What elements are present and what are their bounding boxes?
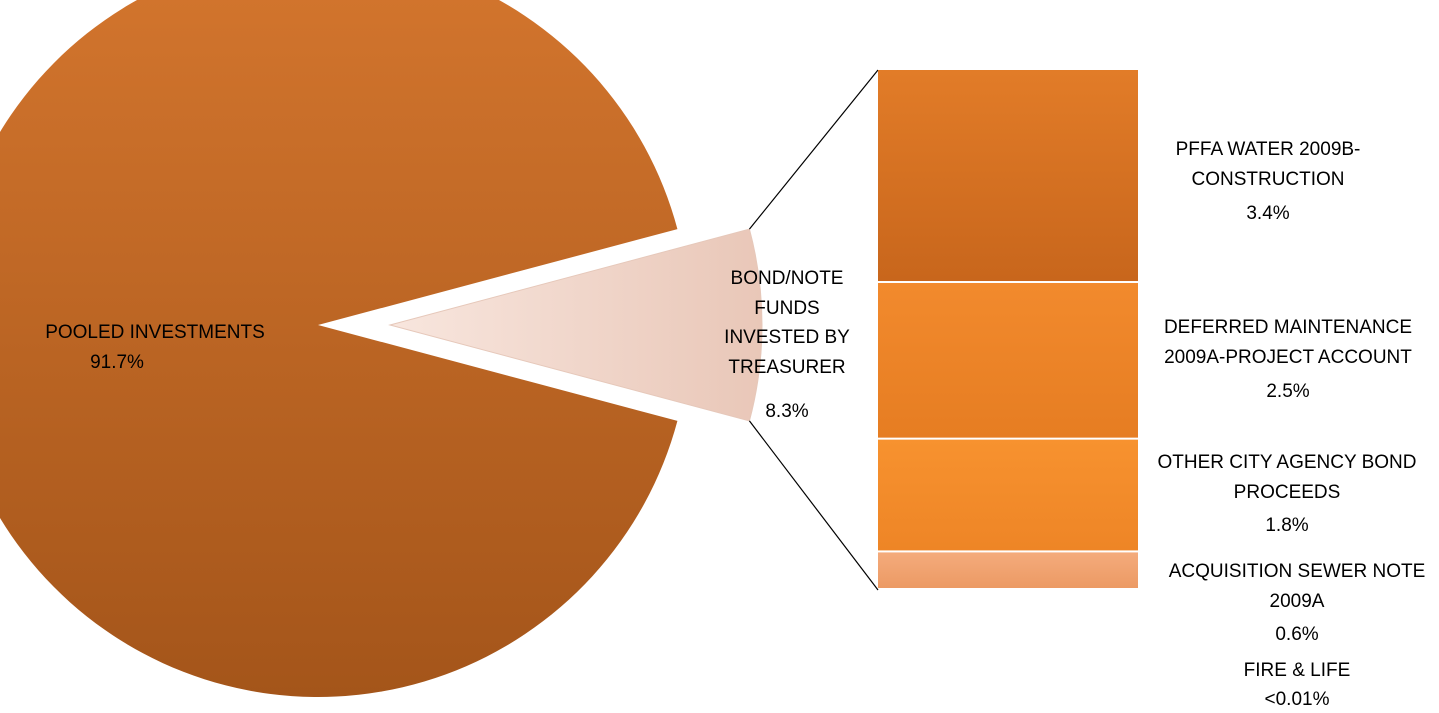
connector-line-bottom [748, 420, 879, 591]
pct-pooled-investments: 91.7% [90, 352, 144, 373]
pct-acquisition-sewer: 0.6% [1275, 624, 1318, 645]
label-bond-note-line4: TREASURER [728, 357, 845, 378]
bar-segment-pffa-water [878, 70, 1138, 282]
bar-segment-other-city-agency [878, 439, 1138, 551]
label-other-city-agency-line2: PROCEEDS [1234, 482, 1341, 503]
pct-deferred-maintenance: 2.5% [1266, 381, 1309, 402]
label-pooled-investments: POOLED INVESTMENTS [45, 322, 265, 343]
label-fire-life: FIRE & LIFE [1244, 660, 1351, 681]
label-pffa-water-line2: CONSTRUCTION [1191, 169, 1344, 190]
pct-other-city-agency: 1.8% [1265, 515, 1308, 536]
label-deferred-maintenance-line2: 2009A-PROJECT ACCOUNT [1164, 347, 1412, 368]
label-bond-note-line1: BOND/NOTE [731, 268, 844, 289]
pct-bond-note: 8.3% [765, 401, 808, 422]
label-acquisition-sewer-line1: ACQUISITION SEWER NOTE [1169, 561, 1426, 582]
pie-slice-pooled-investments [0, 0, 678, 697]
label-deferred-maintenance-line1: DEFERRED MAINTENANCE [1164, 317, 1412, 338]
label-bond-note-line2: FUNDS [754, 298, 819, 319]
label-other-city-agency-line1: OTHER CITY AGENCY BOND [1157, 452, 1416, 473]
connector-line-top [748, 69, 879, 230]
label-acquisition-sewer-line2: 2009A [1270, 591, 1325, 612]
label-bond-note-line3: INVESTED BY [724, 327, 850, 348]
pct-fire-life: <0.01% [1265, 689, 1330, 710]
bar-segment-acquisition-sewer [878, 552, 1138, 588]
pie-slice-bond-note-funds [388, 228, 763, 422]
pct-pffa-water: 3.4% [1246, 203, 1289, 224]
bar-segment-deferred-maintenance [878, 283, 1138, 438]
label-pffa-water-line1: PFFA WATER 2009B- [1176, 139, 1361, 160]
